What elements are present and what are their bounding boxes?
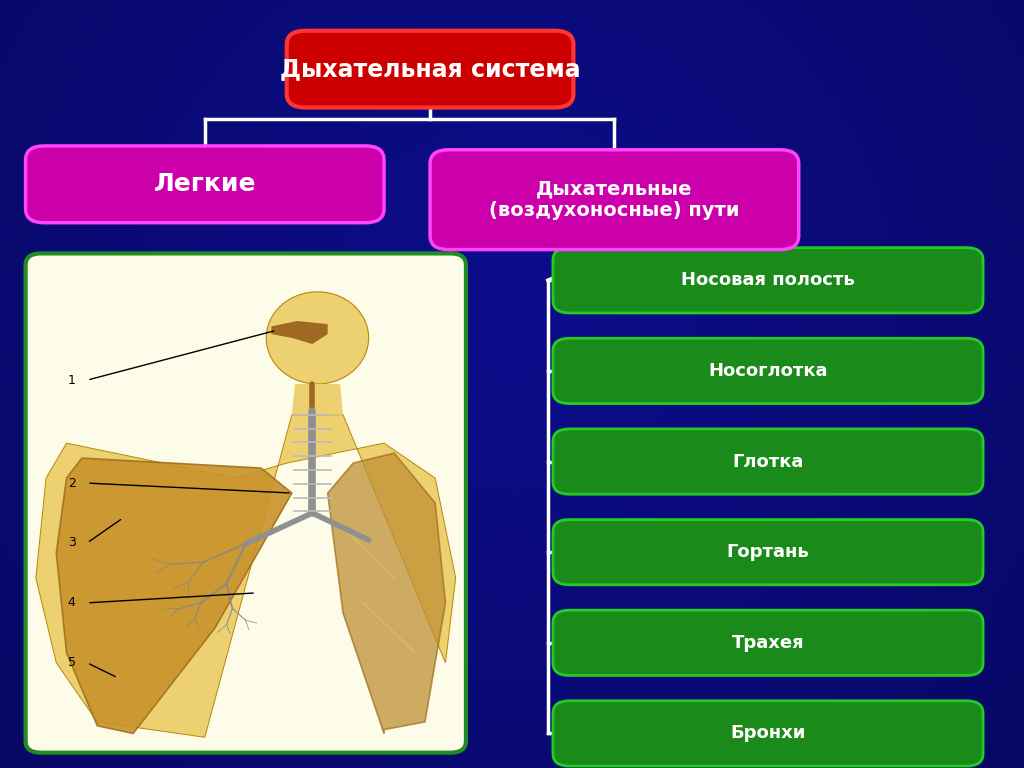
- Text: Глотка: Глотка: [732, 452, 804, 471]
- FancyBboxPatch shape: [553, 248, 983, 313]
- Polygon shape: [328, 453, 445, 733]
- Text: Легкие: Легкие: [154, 172, 256, 197]
- Text: Носовая полость: Носовая полость: [681, 271, 855, 290]
- FancyBboxPatch shape: [553, 519, 983, 585]
- FancyBboxPatch shape: [553, 429, 983, 495]
- Text: 2: 2: [68, 477, 76, 489]
- Polygon shape: [36, 415, 456, 737]
- FancyBboxPatch shape: [26, 253, 466, 753]
- Text: 5: 5: [68, 657, 76, 669]
- FancyBboxPatch shape: [553, 700, 983, 766]
- FancyBboxPatch shape: [31, 257, 461, 749]
- Text: Дыхательные
(воздухоносные) пути: Дыхательные (воздухоносные) пути: [489, 179, 739, 220]
- FancyBboxPatch shape: [553, 610, 983, 676]
- Polygon shape: [292, 384, 343, 415]
- FancyBboxPatch shape: [553, 338, 983, 404]
- FancyBboxPatch shape: [430, 150, 799, 250]
- Polygon shape: [271, 321, 328, 344]
- Text: Трахея: Трахея: [732, 634, 804, 652]
- Text: 4: 4: [68, 597, 76, 609]
- Polygon shape: [56, 458, 292, 733]
- FancyBboxPatch shape: [287, 31, 573, 108]
- FancyBboxPatch shape: [26, 146, 384, 223]
- Text: Дыхательная система: Дыхательная система: [280, 57, 581, 81]
- Text: 3: 3: [68, 537, 76, 549]
- Text: Гортань: Гортань: [727, 543, 809, 561]
- Text: 1: 1: [68, 374, 76, 386]
- Text: Бронхи: Бронхи: [730, 724, 806, 743]
- Text: Носоглотка: Носоглотка: [709, 362, 827, 380]
- Ellipse shape: [266, 292, 369, 384]
